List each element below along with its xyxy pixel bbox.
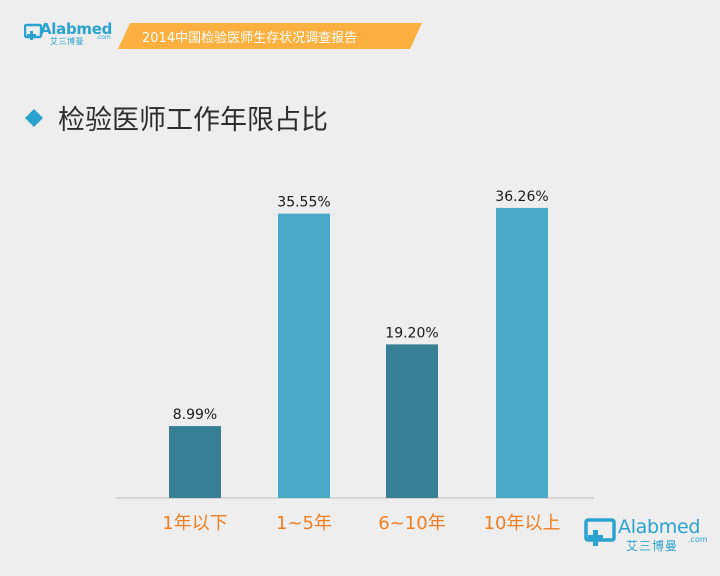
- data-labels: 8.99% 35.55% 19.20% 36.26%: [173, 189, 549, 423]
- data-label-4: 36.26%: [495, 189, 548, 205]
- footer-logo: Alabmed 艾三博曼 .com: [584, 514, 710, 556]
- bars: [169, 207, 548, 499]
- footer-logo-domain: .com: [688, 535, 708, 544]
- footer-logo-subtitle: 艾三博曼: [626, 539, 679, 553]
- header-banner: 2014中国检验医师生存状况调查报告: [112, 23, 422, 49]
- banner-shape: [118, 23, 422, 49]
- banner-title: 2014中国检验医师生存状况调查报告: [142, 31, 358, 46]
- bar-1: [169, 426, 221, 498]
- monitor-plus-icon: [584, 518, 616, 546]
- data-label-2: 35.55%: [277, 195, 330, 211]
- category-label-2: 1~5年: [276, 513, 332, 534]
- logo-subtitle: 艾三博曼: [50, 37, 84, 46]
- diamond-bullet-icon: [25, 109, 43, 127]
- monitor-plus-icon: [24, 23, 43, 40]
- data-label-1: 8.99%: [173, 407, 217, 423]
- bar-4: [496, 207, 548, 499]
- category-label-3: 6~10年: [378, 513, 445, 534]
- bar-3: [386, 344, 438, 498]
- logo-wordmark: Alabmed: [40, 20, 113, 38]
- logo-domain: .com: [96, 34, 111, 41]
- footer-logo-wordmark: Alabmed: [618, 516, 701, 538]
- category-labels: 1年以下 1~5年 6~10年 10年以上: [162, 513, 560, 534]
- data-label-3: 19.20%: [385, 325, 438, 341]
- category-label-4: 10年以上: [484, 513, 561, 534]
- brand-logo: Alabmed 艾三博曼 .com: [24, 20, 116, 48]
- category-label-1: 1年以下: [162, 513, 227, 534]
- bar-2: [278, 213, 330, 498]
- slide-title: 检验医师工作年限占比: [58, 105, 328, 136]
